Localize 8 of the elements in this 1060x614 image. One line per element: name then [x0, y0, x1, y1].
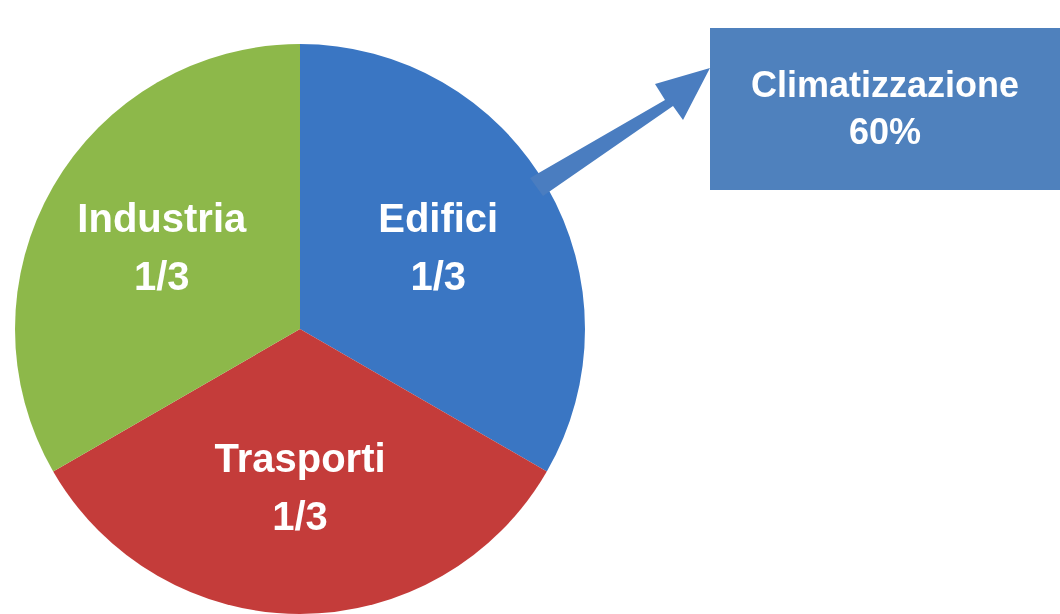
data-label: 1/3 [410, 254, 467, 299]
data-label: 1/3 [133, 254, 190, 299]
slice-label: Industria [77, 196, 247, 241]
data-label: 1/3 [272, 493, 328, 538]
text: 60% [848, 110, 922, 154]
slice-label: Trasporti [214, 435, 386, 480]
text: Climatizzazione [750, 63, 1020, 108]
slice-label: Edifici [378, 196, 499, 241]
